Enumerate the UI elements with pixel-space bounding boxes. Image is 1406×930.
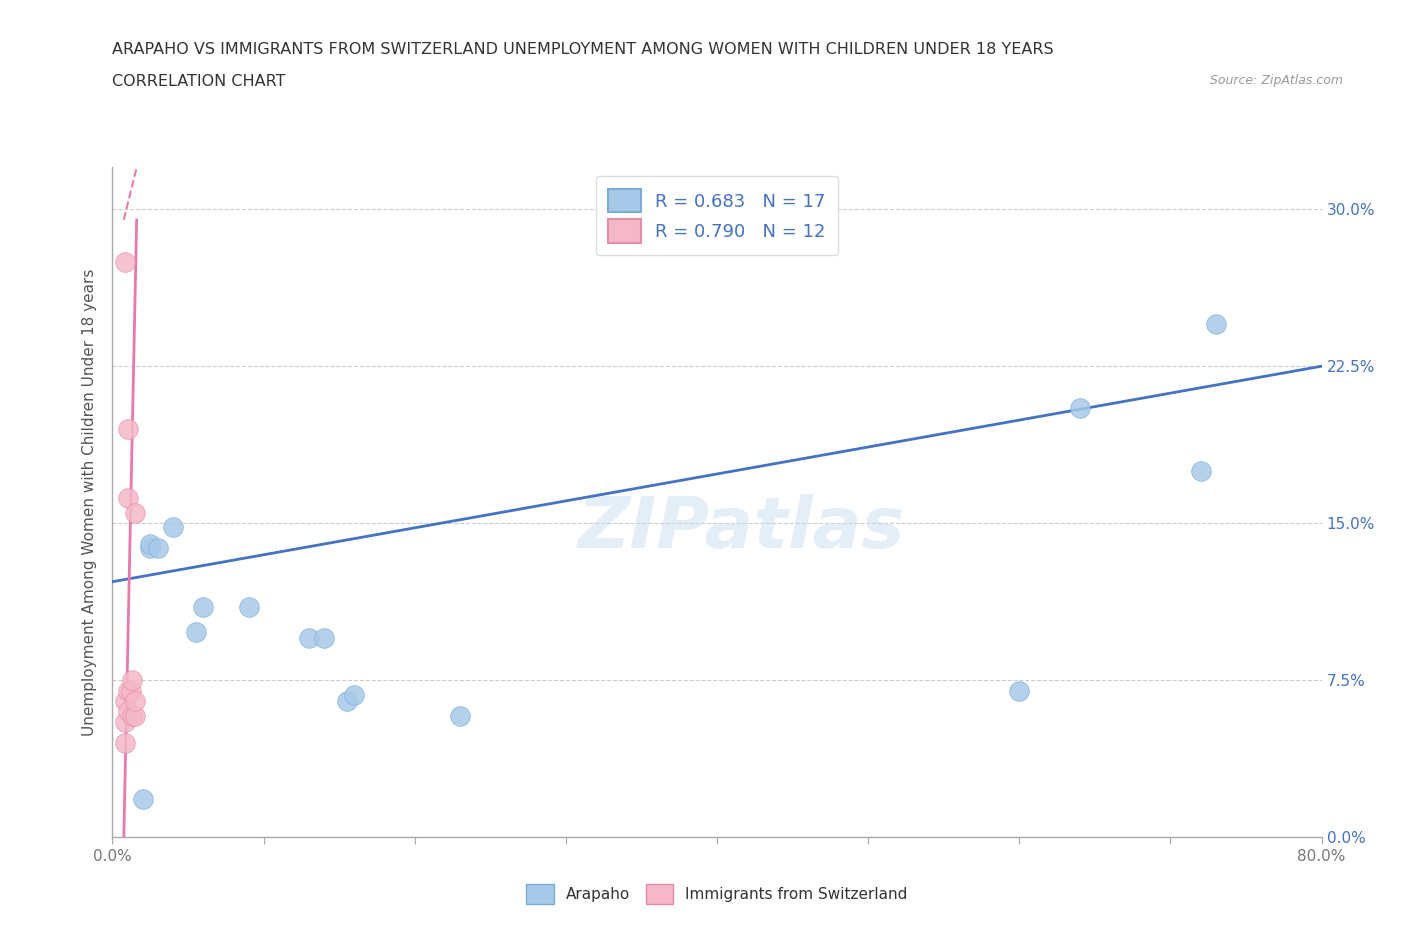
Point [1008,683,1031,698]
Point [114,714,136,729]
Point [343,687,366,702]
Legend: Arapaho, Immigrants from Switzerland: Arapaho, Immigrants from Switzerland [520,878,914,910]
Point [132,792,155,807]
Point [114,736,136,751]
Point [184,625,207,640]
Point [114,694,136,709]
Point [1189,463,1212,478]
Point [117,491,139,506]
Point [117,683,139,698]
Point [336,694,359,709]
Point [314,631,336,645]
Y-axis label: Unemployment Among Women with Children Under 18 years: Unemployment Among Women with Children U… [82,269,97,736]
Point [139,541,162,556]
Point [120,683,142,698]
Point [238,600,260,615]
Point [1205,317,1227,332]
Point [121,672,143,687]
Text: ZIPatlas: ZIPatlas [578,495,905,564]
Point [1069,401,1091,416]
Point [298,631,321,645]
Text: Source: ZipAtlas.com: Source: ZipAtlas.com [1209,74,1343,87]
Point [191,600,214,615]
Point [121,709,143,724]
Text: ARAPAHO VS IMMIGRANTS FROM SWITZERLAND UNEMPLOYMENT AMONG WOMEN WITH CHILDREN UN: ARAPAHO VS IMMIGRANTS FROM SWITZERLAND U… [112,42,1054,57]
Point [124,505,146,520]
Point [114,254,136,269]
Point [162,520,184,535]
Point [117,704,139,719]
Point [117,421,139,436]
Point [124,709,146,724]
Point [146,541,169,556]
Point [449,709,471,724]
Point [124,694,146,709]
Text: CORRELATION CHART: CORRELATION CHART [112,74,285,89]
Point [139,537,162,551]
